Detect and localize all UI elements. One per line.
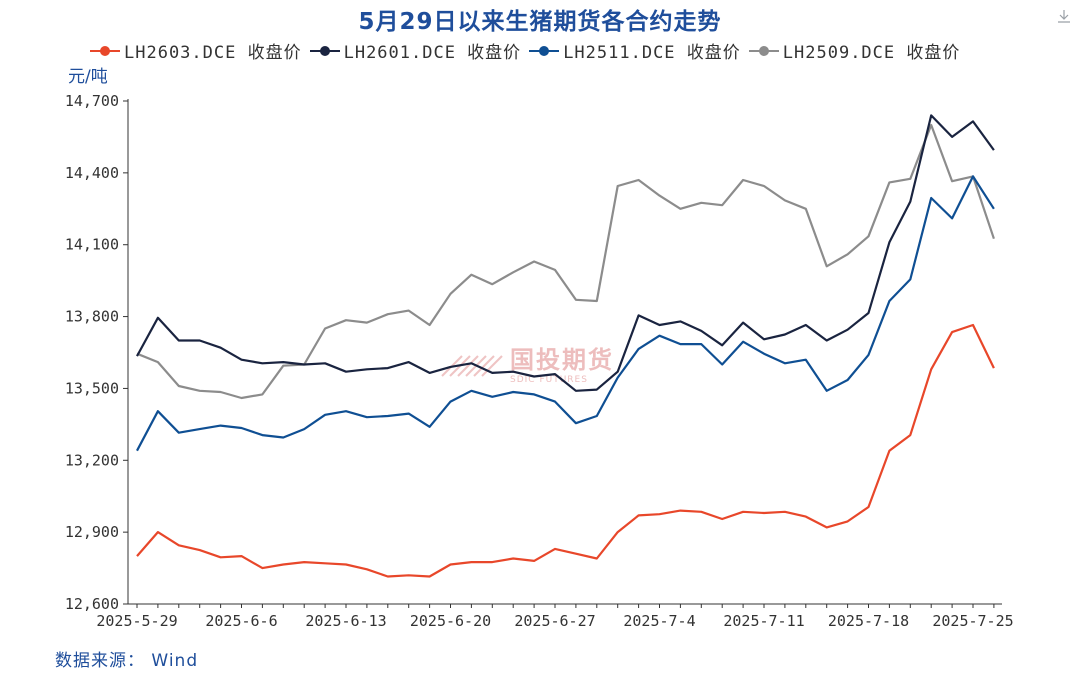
watermark-text: 国投期货 — [510, 346, 614, 374]
legend-item-lh2603[interactable]: LH2603.DCE 收盘价 — [88, 38, 302, 63]
series-line-3 — [136, 123, 995, 400]
y-tick-label: 14,400 — [65, 164, 119, 182]
x-tick-label: 2025-5-29 — [96, 612, 177, 630]
series-line-2 — [136, 175, 995, 452]
y-tick-label: 13,200 — [65, 451, 119, 469]
x-tick-label: 2025-7-11 — [723, 612, 804, 630]
x-tick-label: 2025-7-25 — [932, 612, 1013, 630]
series-line-0 — [136, 323, 995, 578]
legend-marker-icon — [747, 44, 781, 58]
y-tick-label: 13,800 — [65, 308, 119, 326]
legend-item-lh2509[interactable]: LH2509.DCE 收盘价 — [747, 38, 961, 63]
legend-item-lh2511[interactable]: LH2511.DCE 收盘价 — [527, 38, 741, 63]
legend-marker-icon — [308, 44, 342, 58]
legend-label: LH2511.DCE 收盘价 — [563, 43, 741, 63]
legend-label: LH2603.DCE 收盘价 — [124, 43, 302, 63]
x-tick-label: 2025-6-13 — [305, 612, 386, 630]
y-tick-label: 13,500 — [65, 379, 119, 397]
y-tick-label: 12,600 — [65, 595, 119, 613]
legend-label: LH2601.DCE 收盘价 — [343, 43, 522, 63]
chart-axes: 12,600 12,900 13,200 13,500 13,800 14,100 14,4… — [65, 92, 1014, 630]
x-tick-label: 2025-6-27 — [514, 612, 595, 630]
watermark-subtext: SDIC FUTURES — [510, 375, 588, 385]
chart-series — [136, 114, 995, 578]
download-icon[interactable] — [1056, 8, 1072, 24]
legend-marker-icon — [527, 44, 561, 58]
y-tick-label: 12,900 — [65, 523, 119, 541]
legend-item-lh2601[interactable]: LH2601.DCE 收盘价 — [308, 38, 522, 63]
series-line-1 — [136, 114, 995, 392]
legend-label: LH2509.DCE 收盘价 — [782, 43, 961, 63]
chart-title: 5月29日以来生猪期货各合约走势 — [358, 9, 722, 35]
x-tick-label: 2025-6-20 — [410, 612, 491, 630]
x-tick-label: 2025-7-4 — [623, 612, 695, 630]
y-tick-label: 14,100 — [65, 236, 119, 254]
x-tick-label: 2025-6-6 — [205, 612, 277, 630]
chart-legend: LH2603.DCE 收盘价 LH2601.DCE 收盘价 LH2511.DCE… — [88, 38, 966, 63]
legend-marker-icon — [88, 44, 122, 58]
x-tick-label: 2025-7-18 — [828, 612, 909, 630]
source-note: 数据来源： Wind — [55, 651, 199, 671]
y-tick-label: 14,700 — [65, 92, 119, 110]
watermark: 国投期货 SDIC FUTURES — [440, 340, 614, 385]
y-axis-unit-label: 元/吨 — [68, 67, 108, 87]
